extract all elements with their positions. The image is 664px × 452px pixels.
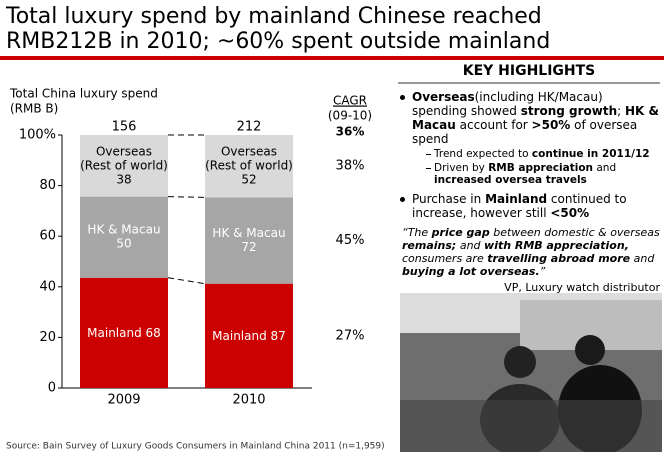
total-label: 156	[112, 120, 137, 135]
y-axis-label: (RMB B)	[10, 102, 58, 116]
y-tick-label: 60	[39, 229, 56, 244]
text-run: ;	[617, 104, 626, 118]
y-tick-label: 0	[48, 381, 56, 396]
highlights-panel: KEY HIGHLIGHTS Overseas(including HK/Maca…	[398, 64, 660, 295]
segment-name: (Rest of world)	[80, 158, 168, 172]
cagr-total: 36%	[336, 125, 365, 139]
cagr-value: 38%	[336, 159, 365, 174]
segment-name: Overseas	[96, 144, 152, 158]
text-run: consumers are	[402, 252, 488, 265]
text-run: price gap	[431, 226, 490, 239]
sub-dash	[426, 168, 431, 169]
text-run: ”	[539, 265, 546, 278]
text-run: >50%	[531, 118, 571, 132]
segment-name: Overseas	[221, 145, 277, 159]
photo	[400, 293, 662, 452]
source: Source: Bain Survey of Luxury Goods Cons…	[6, 442, 385, 452]
bar-segment	[80, 196, 168, 278]
segment-value: 68	[146, 325, 161, 339]
text-run: continued to increase, however still	[412, 192, 627, 220]
bar-segment	[205, 135, 293, 198]
segment-name: Mainland	[87, 325, 142, 339]
total-label: 212	[237, 120, 262, 135]
cagr-title: CAGR	[333, 94, 367, 108]
y-tick-label: 80	[39, 178, 56, 193]
segment-value: 52	[241, 173, 256, 187]
text-run: <50%	[550, 206, 590, 220]
bar-segment	[80, 135, 168, 197]
y-tick-label: 100%	[19, 128, 56, 143]
text-run: increased oversea travels	[434, 174, 587, 186]
segment-value: 38	[116, 172, 131, 186]
text-run: with RMB appreciation,	[484, 239, 629, 252]
bar-segment	[205, 197, 293, 284]
x-tick-label: 2009	[107, 393, 140, 408]
text-run: (including HK/Macau) spending showed	[412, 90, 603, 118]
y-tick-label: 40	[39, 279, 56, 294]
text-run: travelling abroad more	[487, 252, 631, 265]
panel-title: KEY HIGHLIGHTS	[398, 64, 660, 84]
bullet-dot	[400, 95, 405, 100]
attribution: VP, Luxury watch distributor	[504, 281, 660, 294]
segment-name: HK & Macau	[212, 226, 285, 240]
chart-title: Total luxury spend by mainland Chinese r…	[5, 4, 542, 29]
text-run: remains;	[402, 239, 457, 252]
text-run: Trend expected to	[434, 148, 532, 160]
text-run: account for	[455, 118, 532, 132]
chart-title: RMB212B in 2010; ~60% spent outside main…	[6, 29, 550, 54]
text-run: RMB appreciation	[488, 162, 594, 174]
text-run: Purchase in	[412, 192, 486, 206]
text-run: Overseas	[412, 90, 475, 104]
text-run: HK & Macau	[412, 104, 659, 132]
segment-label: Mainland 68	[87, 325, 161, 339]
y-tick-label: 20	[39, 330, 56, 345]
bar-segment	[205, 283, 293, 388]
text-run: strong growth	[520, 104, 618, 118]
cagr-value: 45%	[336, 233, 365, 248]
cagr-subtitle: (09-10)	[328, 109, 372, 123]
text-run: Mainland	[485, 192, 548, 206]
text-run: and	[630, 252, 655, 265]
connector	[167, 196, 206, 198]
sub-dash	[426, 154, 431, 155]
segment-name: HK & Macau	[87, 223, 160, 237]
text-run: continue in 2011/12	[531, 148, 650, 160]
segment-name: Mainland	[212, 328, 267, 342]
text-run: Driven by	[434, 162, 489, 174]
segment-value: 50	[116, 237, 131, 251]
segment-value: 87	[271, 328, 286, 342]
cagr-value: 27%	[336, 328, 365, 343]
sub-bullet: Trend expected to continue in 2011/12	[412, 148, 660, 160]
bullet: Overseas(including HK/Macau) spending sh…	[398, 90, 660, 186]
text-run: and	[593, 162, 617, 174]
segment-name: (Rest of world)	[205, 159, 293, 173]
sub-bullet: Driven by RMB appreciation and increased…	[412, 162, 660, 186]
title-rule	[0, 56, 664, 60]
segment-label: Mainland 87	[212, 328, 286, 342]
text-run: buying a lot overseas.	[402, 265, 540, 278]
bullet-dot	[400, 197, 405, 202]
quote: “The price gap between domestic & overse…	[398, 226, 660, 278]
bar-segment	[80, 277, 168, 388]
connector	[167, 277, 206, 285]
text-run: and	[456, 239, 485, 252]
x-tick-label: 2010	[232, 393, 265, 408]
segment-value: 72	[241, 240, 256, 254]
y-axis-label: Total China luxury spend	[9, 87, 158, 101]
text-run: “The	[402, 226, 432, 239]
text-run: of oversea spend	[412, 118, 638, 146]
bullet: Purchase in Mainland continued to increa…	[398, 192, 660, 220]
text-run: between domestic & overseas	[489, 226, 660, 239]
